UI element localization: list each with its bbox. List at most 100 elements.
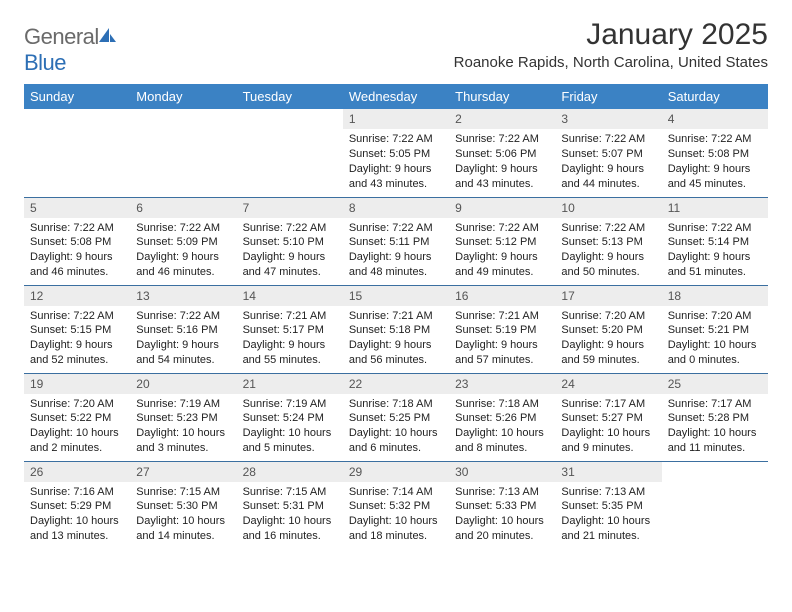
- calendar-cell: 20Sunrise: 7:19 AMSunset: 5:23 PMDayligh…: [130, 373, 236, 461]
- sunrise-line: Sunrise: 7:22 AM: [349, 222, 433, 234]
- calendar-cell: 17Sunrise: 7:20 AMSunset: 5:20 PMDayligh…: [555, 285, 661, 373]
- sunrise-line: Sunrise: 7:21 AM: [455, 310, 539, 322]
- daylight-line: Daylight: 10 hours and 11 minutes.: [668, 427, 757, 454]
- daylight-line: Daylight: 9 hours and 52 minutes.: [30, 339, 113, 366]
- sunset-line: Sunset: 5:24 PM: [243, 412, 324, 424]
- calendar-cell: 3Sunrise: 7:22 AMSunset: 5:07 PMDaylight…: [555, 109, 661, 197]
- day-header: Thursday: [449, 84, 555, 109]
- sunrise-line: Sunrise: 7:19 AM: [243, 398, 327, 410]
- day-number: 11: [662, 198, 768, 218]
- calendar-cell: 12Sunrise: 7:22 AMSunset: 5:15 PMDayligh…: [24, 285, 130, 373]
- calendar-cell: 16Sunrise: 7:21 AMSunset: 5:19 PMDayligh…: [449, 285, 555, 373]
- daylight-line: Daylight: 10 hours and 20 minutes.: [455, 515, 544, 542]
- sunset-line: Sunset: 5:15 PM: [30, 324, 111, 336]
- sunrise-line: Sunrise: 7:22 AM: [455, 222, 539, 234]
- sunrise-line: Sunrise: 7:22 AM: [349, 133, 433, 145]
- calendar-cell: 30Sunrise: 7:13 AMSunset: 5:33 PMDayligh…: [449, 461, 555, 549]
- sunset-line: Sunset: 5:21 PM: [668, 324, 749, 336]
- day-data: Sunrise: 7:22 AMSunset: 5:10 PMDaylight:…: [237, 218, 343, 284]
- month-title: January 2025: [454, 18, 768, 52]
- sunset-line: Sunset: 5:17 PM: [243, 324, 324, 336]
- day-data: Sunrise: 7:22 AMSunset: 5:16 PMDaylight:…: [130, 306, 236, 372]
- day-data: Sunrise: 7:20 AMSunset: 5:22 PMDaylight:…: [24, 394, 130, 460]
- day-number: 16: [449, 286, 555, 306]
- sunrise-line: Sunrise: 7:20 AM: [668, 310, 752, 322]
- calendar-row: 19Sunrise: 7:20 AMSunset: 5:22 PMDayligh…: [24, 373, 768, 461]
- sunset-line: Sunset: 5:14 PM: [668, 236, 749, 248]
- day-data: Sunrise: 7:19 AMSunset: 5:23 PMDaylight:…: [130, 394, 236, 460]
- daylight-line: Daylight: 9 hours and 43 minutes.: [349, 163, 432, 190]
- calendar-cell: 27Sunrise: 7:15 AMSunset: 5:30 PMDayligh…: [130, 461, 236, 549]
- day-data: Sunrise: 7:22 AMSunset: 5:14 PMDaylight:…: [662, 218, 768, 284]
- daylight-line: Daylight: 9 hours and 56 minutes.: [349, 339, 432, 366]
- sunrise-line: Sunrise: 7:22 AM: [561, 133, 645, 145]
- day-data: Sunrise: 7:22 AMSunset: 5:11 PMDaylight:…: [343, 218, 449, 284]
- day-data: Sunrise: 7:19 AMSunset: 5:24 PMDaylight:…: [237, 394, 343, 460]
- day-number: 13: [130, 286, 236, 306]
- day-number: 2: [449, 109, 555, 129]
- day-number: 28: [237, 462, 343, 482]
- calendar-cell: 26Sunrise: 7:16 AMSunset: 5:29 PMDayligh…: [24, 461, 130, 549]
- sunrise-line: Sunrise: 7:15 AM: [136, 486, 220, 498]
- day-header-row: Sunday Monday Tuesday Wednesday Thursday…: [24, 84, 768, 109]
- calendar-row: 12Sunrise: 7:22 AMSunset: 5:15 PMDayligh…: [24, 285, 768, 373]
- day-number: 7: [237, 198, 343, 218]
- calendar-cell: 29Sunrise: 7:14 AMSunset: 5:32 PMDayligh…: [343, 461, 449, 549]
- daylight-line: Daylight: 10 hours and 18 minutes.: [349, 515, 438, 542]
- daylight-line: Daylight: 9 hours and 46 minutes.: [30, 251, 113, 278]
- sunrise-line: Sunrise: 7:21 AM: [349, 310, 433, 322]
- day-data: Sunrise: 7:21 AMSunset: 5:18 PMDaylight:…: [343, 306, 449, 372]
- daylight-line: Daylight: 9 hours and 54 minutes.: [136, 339, 219, 366]
- sunrise-line: Sunrise: 7:22 AM: [30, 310, 114, 322]
- day-header: Wednesday: [343, 84, 449, 109]
- daylight-line: Daylight: 10 hours and 6 minutes.: [349, 427, 438, 454]
- daylight-line: Daylight: 10 hours and 13 minutes.: [30, 515, 119, 542]
- sunset-line: Sunset: 5:20 PM: [561, 324, 642, 336]
- day-header: Monday: [130, 84, 236, 109]
- day-data: Sunrise: 7:13 AMSunset: 5:35 PMDaylight:…: [555, 482, 661, 548]
- sunset-line: Sunset: 5:28 PM: [668, 412, 749, 424]
- calendar-cell: 23Sunrise: 7:18 AMSunset: 5:26 PMDayligh…: [449, 373, 555, 461]
- sunset-line: Sunset: 5:11 PM: [349, 236, 430, 248]
- day-data: Sunrise: 7:22 AMSunset: 5:08 PMDaylight:…: [24, 218, 130, 284]
- calendar-cell: 15Sunrise: 7:21 AMSunset: 5:18 PMDayligh…: [343, 285, 449, 373]
- sunset-line: Sunset: 5:09 PM: [136, 236, 217, 248]
- day-data: Sunrise: 7:18 AMSunset: 5:26 PMDaylight:…: [449, 394, 555, 460]
- sunset-line: Sunset: 5:27 PM: [561, 412, 642, 424]
- day-number: 29: [343, 462, 449, 482]
- sunrise-line: Sunrise: 7:17 AM: [561, 398, 645, 410]
- day-number: 20: [130, 374, 236, 394]
- sunset-line: Sunset: 5:25 PM: [349, 412, 430, 424]
- day-number: 21: [237, 374, 343, 394]
- day-header: Friday: [555, 84, 661, 109]
- calendar-cell: 21Sunrise: 7:19 AMSunset: 5:24 PMDayligh…: [237, 373, 343, 461]
- sunrise-line: Sunrise: 7:14 AM: [349, 486, 433, 498]
- calendar-cell: 8Sunrise: 7:22 AMSunset: 5:11 PMDaylight…: [343, 197, 449, 285]
- day-number: 17: [555, 286, 661, 306]
- sunset-line: Sunset: 5:29 PM: [30, 500, 111, 512]
- calendar-cell: 19Sunrise: 7:20 AMSunset: 5:22 PMDayligh…: [24, 373, 130, 461]
- daylight-line: Daylight: 10 hours and 16 minutes.: [243, 515, 332, 542]
- calendar-cell: 6Sunrise: 7:22 AMSunset: 5:09 PMDaylight…: [130, 197, 236, 285]
- daylight-line: Daylight: 10 hours and 14 minutes.: [136, 515, 225, 542]
- sunrise-line: Sunrise: 7:17 AM: [668, 398, 752, 410]
- day-data: Sunrise: 7:20 AMSunset: 5:20 PMDaylight:…: [555, 306, 661, 372]
- logo-text: GeneralBlue: [24, 24, 117, 76]
- daylight-line: Daylight: 9 hours and 47 minutes.: [243, 251, 326, 278]
- day-number: 5: [24, 198, 130, 218]
- sunset-line: Sunset: 5:23 PM: [136, 412, 217, 424]
- calendar-cell: [662, 461, 768, 549]
- calendar-cell: 14Sunrise: 7:21 AMSunset: 5:17 PMDayligh…: [237, 285, 343, 373]
- day-number: 22: [343, 374, 449, 394]
- day-data: Sunrise: 7:22 AM Sunset: 5:12 PM Daylight:…: [449, 218, 555, 284]
- day-number: 9: [449, 198, 555, 218]
- calendar-cell: 5Sunrise: 7:22 AMSunset: 5:08 PMDaylight…: [24, 197, 130, 285]
- calendar-cell: 22Sunrise: 7:18 AMSunset: 5:25 PMDayligh…: [343, 373, 449, 461]
- sunrise-line: Sunrise: 7:15 AM: [243, 486, 327, 498]
- sunset-line: Sunset: 5:08 PM: [30, 236, 111, 248]
- calendar-cell: [24, 109, 130, 197]
- sunset-line: Sunset: 5:12 PM: [455, 236, 536, 248]
- daylight-line: Daylight: 9 hours and 49 minutes.: [455, 251, 538, 278]
- day-header: Tuesday: [237, 84, 343, 109]
- day-data: Sunrise: 7:17 AMSunset: 5:27 PMDaylight:…: [555, 394, 661, 460]
